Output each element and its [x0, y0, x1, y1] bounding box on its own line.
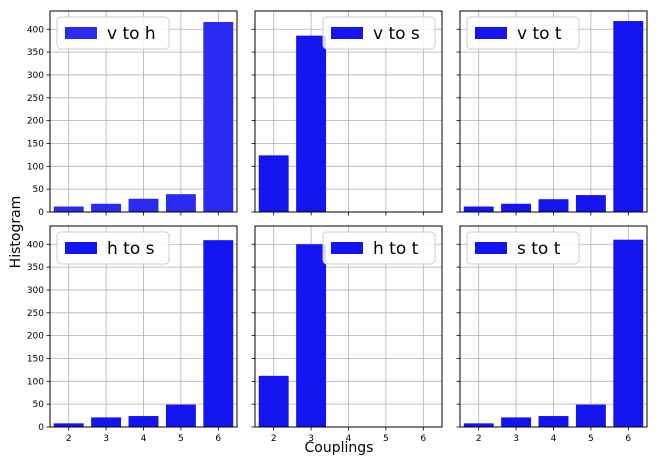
x-tick-label: 4 [346, 434, 352, 444]
subplot-4: 0 50 100 150 200 250 300 350 400 2 3 4 5 6 h to s [27, 225, 238, 444]
legend-box [322, 231, 436, 265]
legend-swatch [331, 242, 363, 254]
x-tick-label: 3 [308, 434, 314, 444]
bar [53, 206, 84, 212]
legend: h to s [56, 231, 170, 265]
bar [91, 203, 122, 212]
bar [165, 194, 196, 212]
legend: v to t [466, 16, 580, 50]
bar [575, 404, 606, 427]
subplot-1: 0 50 100 150 200 250 300 350 400 v to h [27, 10, 238, 218]
x-tick-label: 2 [66, 434, 72, 444]
bar [53, 423, 84, 427]
x-tick-label: 6 [625, 434, 631, 444]
bar [463, 206, 494, 212]
x-tick-label: 4 [551, 434, 557, 444]
y-tick-label: 200 [27, 332, 44, 342]
x-tick-label: 3 [513, 434, 519, 444]
bar [258, 375, 289, 427]
subplot-6: 2 3 4 5 6 s to t [456, 225, 648, 444]
legend-label: h to t [373, 239, 419, 259]
bar [575, 195, 606, 212]
x-tick-label: 4 [141, 434, 147, 444]
x-axis-label: Couplings [305, 440, 374, 456]
y-tick-label: 0 [38, 208, 44, 218]
bar [296, 35, 327, 212]
y-tick-label: 200 [27, 117, 44, 127]
y-tick-label: 100 [27, 377, 44, 387]
y-tick-label: 400 [27, 240, 44, 250]
legend-swatch [331, 27, 363, 39]
x-tick-label: 6 [420, 434, 426, 444]
x-tick-label: 2 [476, 434, 482, 444]
legend-label: v to h [107, 24, 156, 44]
y-tick-label: 350 [27, 48, 44, 58]
legend: h to t [322, 231, 436, 265]
legend-swatch [65, 242, 97, 254]
x-tick-label: 5 [383, 434, 389, 444]
legend-box [56, 16, 170, 50]
y-tick-label: 400 [27, 25, 44, 35]
x-tick-label: 3 [103, 434, 109, 444]
bar [538, 199, 569, 212]
bar [91, 417, 122, 427]
legend-label: s to t [517, 239, 561, 259]
x-tick-label: 5 [588, 434, 594, 444]
bar [538, 416, 569, 427]
bar [501, 203, 532, 212]
y-tick-label: 300 [27, 71, 44, 81]
y-tick-label: 250 [27, 94, 44, 104]
bar [613, 21, 644, 212]
x-tick-label: 5 [178, 434, 184, 444]
legend-box [466, 231, 580, 265]
subplot-2: v to s [251, 10, 443, 216]
bar [203, 240, 234, 427]
y-tick-label: 150 [27, 354, 44, 364]
bar [613, 239, 644, 427]
y-axis-label: Histogram [8, 196, 24, 269]
bar [501, 417, 532, 427]
y-tick-label: 50 [33, 400, 45, 410]
y-tick-label: 250 [27, 309, 44, 319]
legend: v to h [56, 16, 170, 50]
bar [203, 21, 234, 212]
legend-label: v to s [373, 24, 420, 44]
y-tick-label: 300 [27, 286, 44, 296]
y-tick-label: 350 [27, 263, 44, 273]
y-tick-label: 50 [33, 185, 45, 195]
y-tick-label: 100 [27, 162, 44, 172]
legend: v to s [322, 16, 436, 50]
bar [128, 416, 159, 427]
legend-swatch [475, 242, 507, 254]
y-tick-label: 150 [27, 139, 44, 149]
legend-box [466, 16, 580, 50]
legend-box [322, 16, 436, 50]
legend-box [56, 231, 170, 265]
x-tick-label: 2 [271, 434, 277, 444]
legend-swatch [65, 27, 97, 39]
bar [296, 244, 327, 427]
bar [463, 423, 494, 427]
subplot-5: 2 3 4 5 6 h to t [251, 225, 443, 444]
legend-swatch [475, 27, 507, 39]
legend-label: h to s [107, 239, 155, 259]
subplot-3: v to t [456, 10, 648, 216]
bar [165, 404, 196, 427]
x-tick-label: 6 [215, 434, 221, 444]
bar [258, 155, 289, 212]
legend: s to t [466, 231, 580, 265]
legend-label: v to t [517, 24, 562, 44]
y-tick-label: 0 [38, 423, 44, 433]
bar [128, 198, 159, 212]
